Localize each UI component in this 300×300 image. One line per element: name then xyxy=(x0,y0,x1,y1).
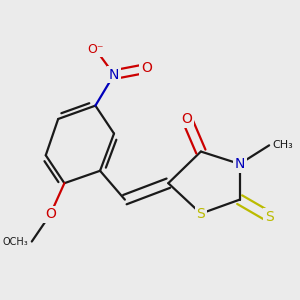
Text: S: S xyxy=(196,207,205,220)
Text: OCH₃: OCH₃ xyxy=(3,236,29,247)
Text: S: S xyxy=(265,210,274,224)
Text: O: O xyxy=(141,61,152,75)
Text: CH₃: CH₃ xyxy=(272,140,293,150)
Text: O: O xyxy=(182,112,192,126)
Text: N: N xyxy=(235,157,245,171)
Text: O⁻: O⁻ xyxy=(87,43,104,56)
Text: O: O xyxy=(45,207,56,221)
Text: N: N xyxy=(109,68,119,82)
